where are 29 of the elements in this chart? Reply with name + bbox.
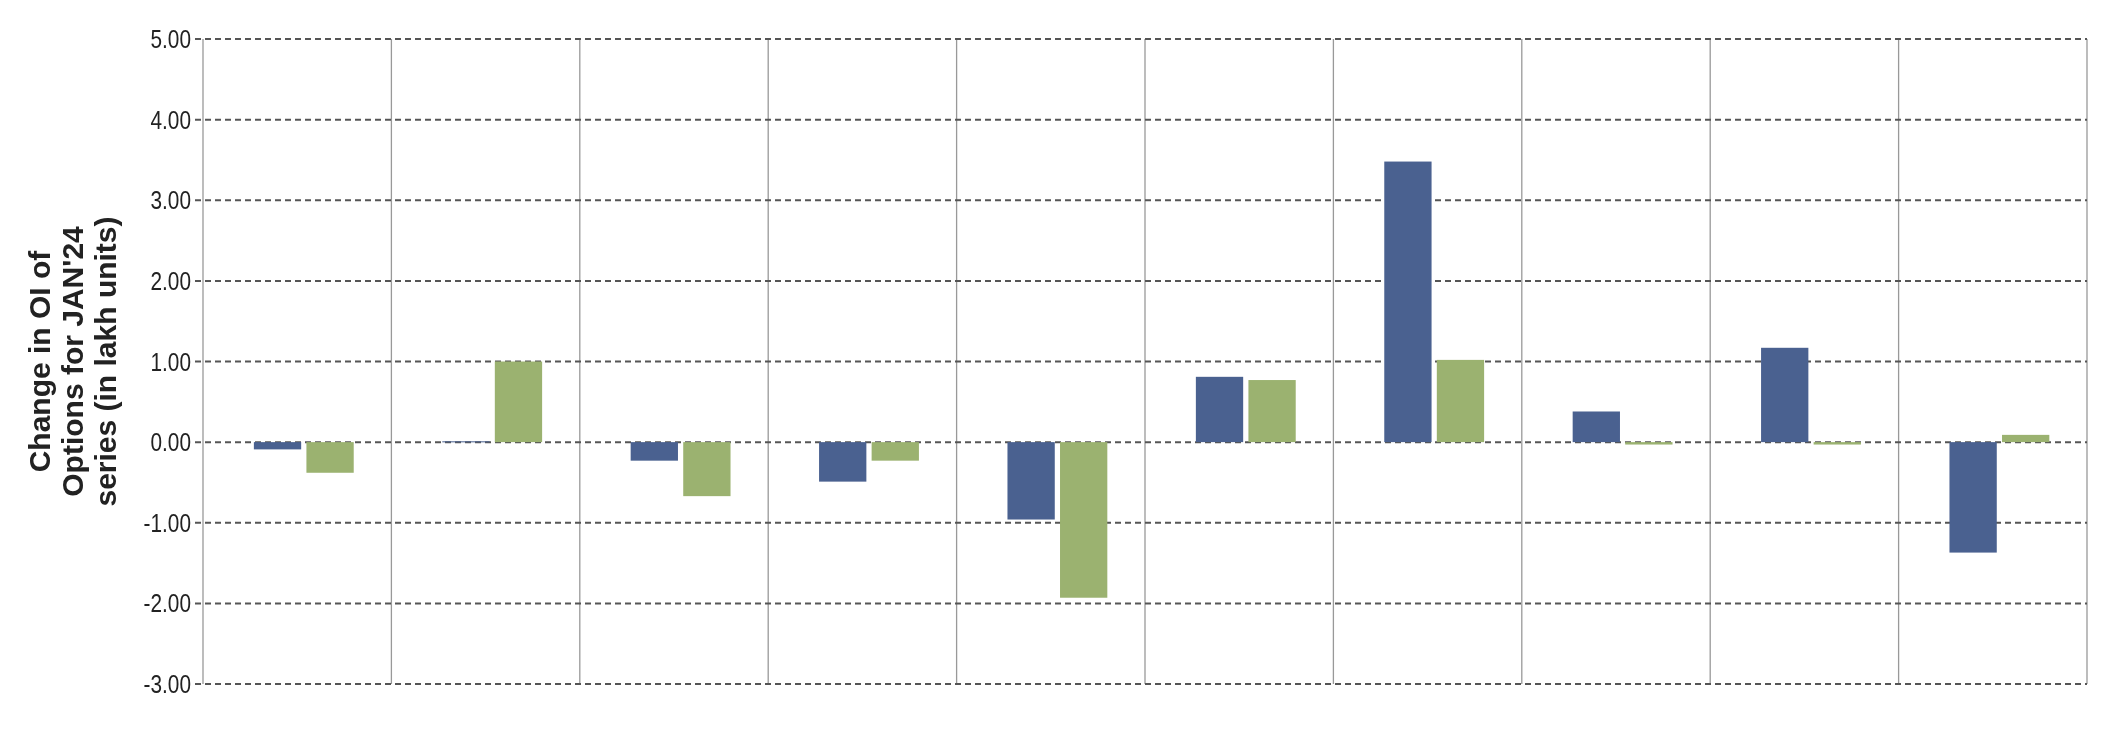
y-tick-label: 3.00 [150, 186, 191, 215]
bar [1195, 376, 1244, 443]
bar [1060, 442, 1108, 598]
bar [1572, 411, 1620, 443]
bar [819, 442, 867, 482]
bar [1248, 380, 1296, 443]
bar [253, 442, 302, 450]
y-tick-label: -1.00 [143, 508, 191, 538]
bar [1384, 161, 1432, 443]
bar [630, 442, 678, 461]
y-tick-label: 1.00 [150, 347, 191, 377]
y-axis-title: Change in OI of Options for JAN'24 series (in lakh units) [23, 216, 122, 507]
bar [683, 442, 731, 497]
bar [1761, 347, 1809, 443]
y-tick-label: -3.00 [143, 669, 191, 699]
bar [306, 442, 354, 473]
y-tick-label: 4.00 [150, 105, 191, 135]
bar [1813, 442, 1861, 445]
y-tick-label: 5.00 [150, 24, 191, 54]
bar [1436, 359, 1485, 443]
y-tick-label: -2.00 [143, 589, 191, 618]
bar [871, 442, 919, 461]
bar [1625, 442, 1673, 445]
y-tick-label: 2.00 [150, 266, 191, 296]
bar [1007, 442, 1055, 520]
bar [2002, 434, 2050, 443]
bar [1949, 442, 1997, 553]
y-tick-label: 0.00 [150, 428, 191, 457]
bar [494, 361, 543, 443]
